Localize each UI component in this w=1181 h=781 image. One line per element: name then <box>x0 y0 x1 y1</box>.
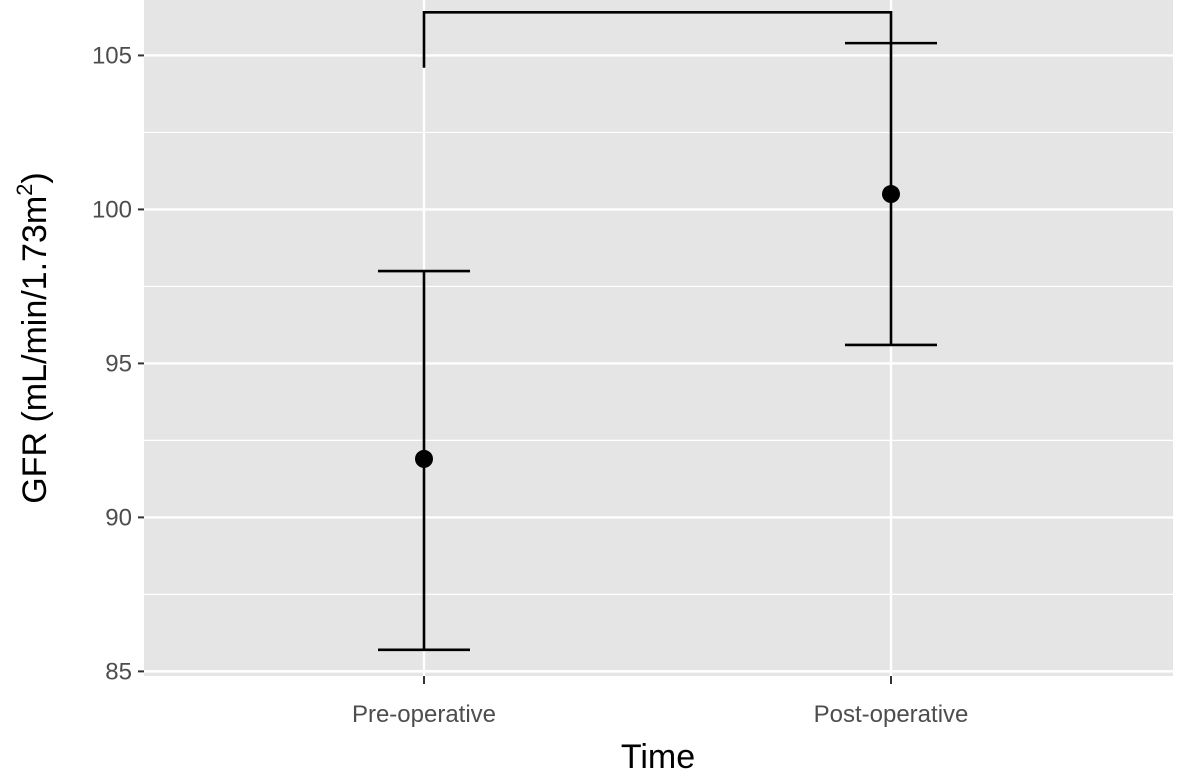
significance-label: ** <box>647 0 667 6</box>
x-tick-label: Pre-operative <box>352 701 496 728</box>
x-tick-label: Post-operative <box>814 701 969 728</box>
y-tick-label: 90 <box>105 504 132 531</box>
y-axis-title-close: ) <box>16 172 54 183</box>
x-axis-ticks: Pre-operative Post-operative <box>352 676 968 728</box>
plot-panel <box>144 0 1173 676</box>
mean-point <box>415 449 433 468</box>
significance-bracket <box>422 11 893 68</box>
y-axis-title-superscript: 2 <box>12 184 37 196</box>
y-tick-label: 85 <box>105 658 132 685</box>
y-tick-label: 105 <box>92 42 132 69</box>
mean-point <box>882 185 900 204</box>
x-axis-title: Time <box>621 738 695 776</box>
significance-bracket-group: ** <box>422 0 893 68</box>
data-marks <box>378 41 937 652</box>
grid-minor <box>144 131 1173 595</box>
y-axis-ticks: 85 90 95 100 105 <box>92 42 144 685</box>
y-tick-label: 95 <box>105 350 132 377</box>
y-tick-label: 100 <box>92 196 132 223</box>
y-axis-title: GFR (mL/min/1.73m2) <box>12 172 54 504</box>
y-axis-title-main: GFR (mL/min/1.73m <box>16 196 54 504</box>
